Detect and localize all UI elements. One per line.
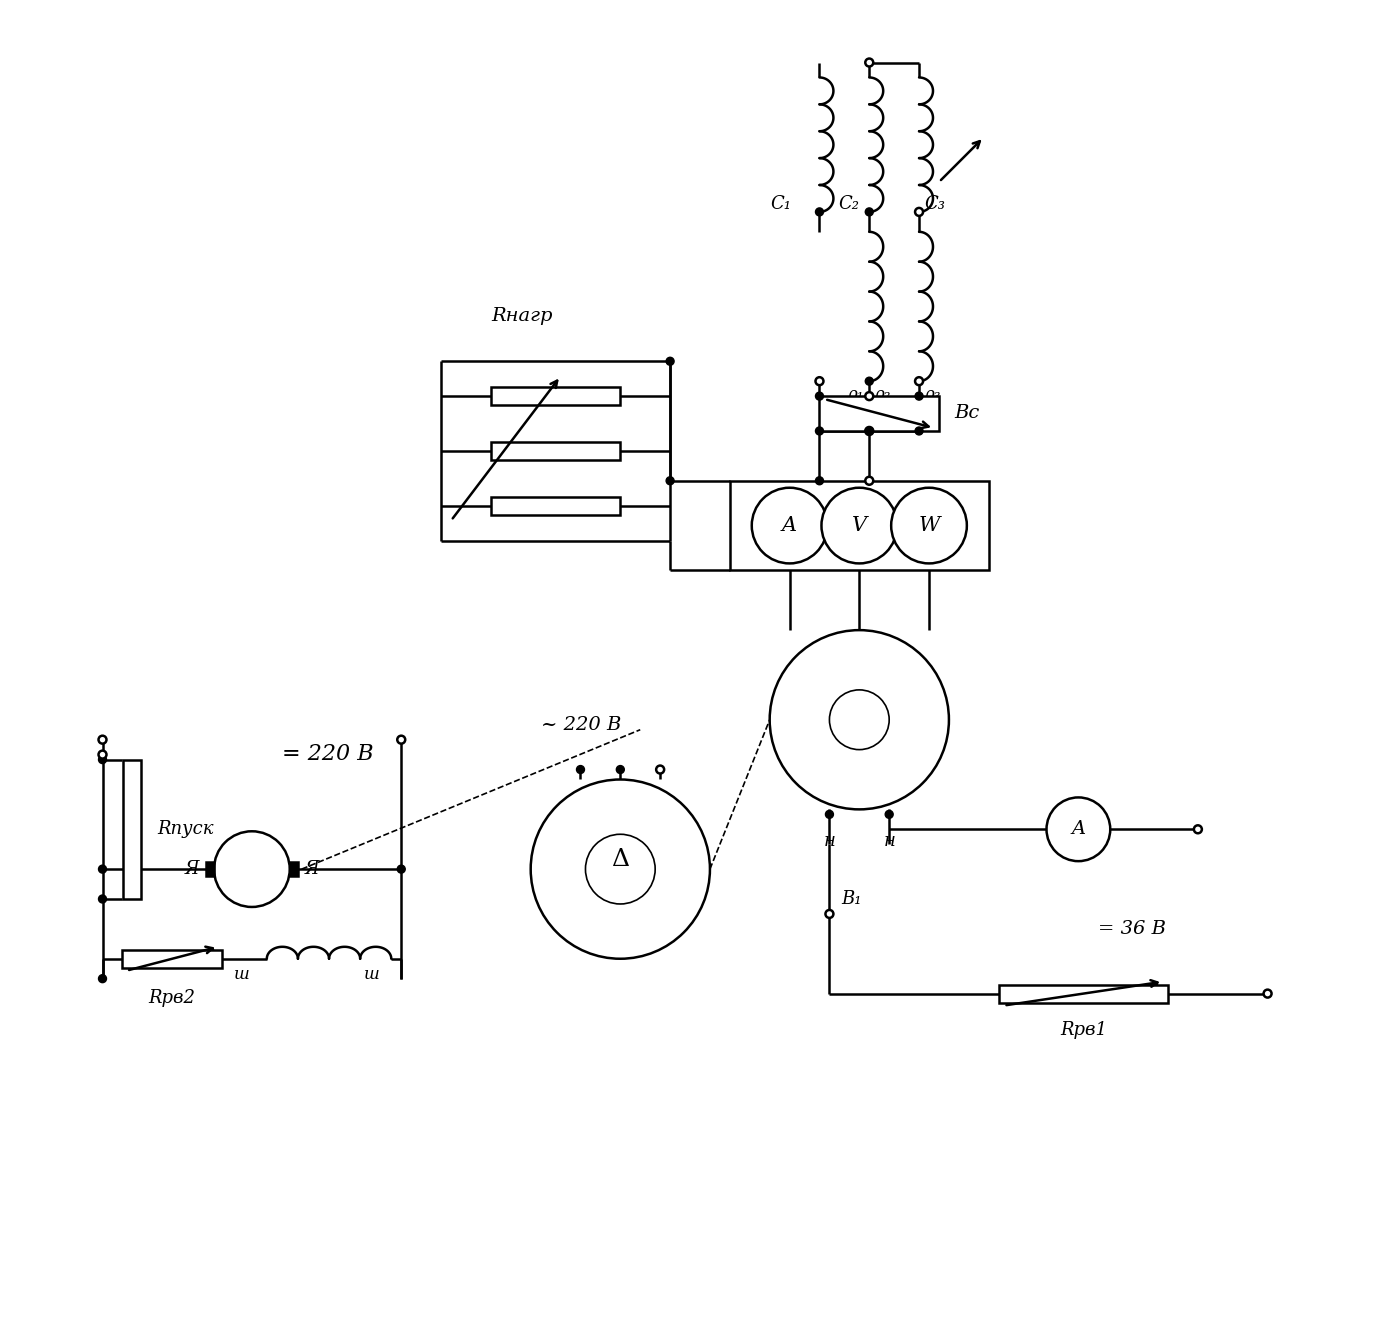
Circle shape [1194,825,1202,833]
Circle shape [398,735,406,744]
Circle shape [915,427,923,435]
Circle shape [531,780,710,958]
Text: A: A [1072,820,1086,838]
Text: C₃: C₃ [924,194,945,213]
Text: = 36 В: = 36 В [1098,920,1166,937]
Text: ш: ш [234,965,250,982]
Circle shape [866,393,873,401]
Text: Я: Я [185,861,199,878]
Circle shape [99,895,107,903]
Circle shape [866,377,873,385]
Bar [122,949,222,968]
Circle shape [214,832,289,907]
Circle shape [666,357,674,365]
Text: = 220 В: = 220 В [282,743,374,764]
Circle shape [816,477,823,485]
Text: V: V [852,516,867,535]
Circle shape [585,834,655,904]
Text: A: A [783,516,796,535]
Circle shape [816,377,823,385]
Circle shape [99,865,107,873]
Text: Rнагр: Rнагр [491,308,552,325]
Bar [491,497,620,514]
Text: Rрв1: Rрв1 [1059,1022,1106,1039]
Circle shape [398,865,406,873]
Circle shape [866,58,873,66]
Bar [124,760,142,899]
Text: Rпуск: Rпуск [157,820,214,838]
Circle shape [826,910,834,917]
Circle shape [826,810,834,818]
Circle shape [99,974,107,982]
Circle shape [891,488,967,563]
Circle shape [915,208,923,215]
Circle shape [866,477,873,485]
Circle shape [99,735,107,744]
Text: н: н [883,833,895,850]
Bar [206,862,214,876]
Circle shape [915,377,923,385]
Circle shape [616,765,624,773]
Circle shape [866,427,873,435]
Circle shape [821,488,897,563]
Text: ~ 220 В: ~ 220 В [541,715,621,734]
Text: н: н [823,833,835,850]
Circle shape [816,393,823,401]
Circle shape [1264,990,1272,998]
Circle shape [816,427,823,435]
Circle shape [866,208,873,215]
Circle shape [915,393,923,401]
Bar [730,481,988,570]
Text: Rрв2: Rрв2 [149,989,196,1006]
Text: В₁: В₁ [841,890,862,908]
Circle shape [770,631,949,809]
Circle shape [656,765,664,773]
Text: Я: Я [304,861,318,878]
Text: C₂: C₂ [838,194,859,213]
Circle shape [816,208,823,215]
Bar [491,442,620,460]
Bar [820,397,940,431]
Text: Вс: Вс [954,405,979,422]
Text: Δ: Δ [612,847,630,871]
Circle shape [666,477,674,485]
Circle shape [577,765,584,773]
Circle shape [830,690,890,750]
Circle shape [99,751,107,759]
Circle shape [1047,797,1111,861]
Text: ρ₂: ρ₂ [874,386,891,403]
Bar [999,985,1168,1002]
Text: ρ₁: ρ₁ [848,386,863,403]
Bar [491,387,620,405]
Circle shape [866,427,873,435]
Circle shape [885,810,894,818]
Circle shape [99,756,107,764]
Text: C₁: C₁ [770,194,791,213]
Text: ρ₃: ρ₃ [924,386,941,403]
Circle shape [752,488,827,563]
Text: ш: ш [364,965,379,982]
Bar [289,862,297,876]
Text: W: W [919,516,940,535]
